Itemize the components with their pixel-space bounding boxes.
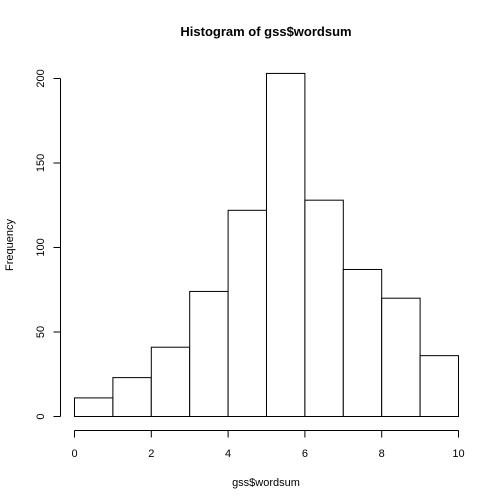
- histogram-bar-6: [304, 199, 344, 417]
- x-tick-label-5: 10: [452, 448, 464, 460]
- x-axis-label: gss$wordsum: [232, 477, 300, 489]
- chart-title: Histogram of gss$wordsum: [180, 24, 351, 39]
- y-axis-label: Frequency: [4, 219, 16, 271]
- histogram-bar-0: [74, 397, 114, 418]
- histogram-bar-5: [266, 72, 306, 418]
- histogram-bar-8: [381, 297, 421, 418]
- y-tick-label-2: 100: [35, 238, 47, 256]
- y-tick-label-1: 50: [35, 326, 47, 338]
- x-tick-label-1: 2: [148, 448, 154, 460]
- y-tick-label-4: 200: [35, 69, 47, 87]
- y-axis: 0 50 100 150 200: [35, 69, 61, 420]
- x-axis: 0 2 4 6 8 10: [71, 430, 465, 460]
- bars-group: [74, 72, 460, 418]
- x-tick-label-4: 8: [379, 448, 385, 460]
- x-tick-label-0: 0: [71, 448, 77, 460]
- histogram-bar-4: [227, 209, 268, 417]
- y-tick-label-3: 150: [35, 154, 47, 172]
- histogram-bar-2: [150, 346, 191, 417]
- y-tick-label-0: 0: [35, 413, 47, 419]
- histogram-bar-9: [419, 355, 460, 418]
- histogram-bar-7: [342, 268, 383, 417]
- histogram-bar-1: [112, 377, 152, 418]
- histogram-bar-3: [189, 290, 229, 417]
- x-tick-label-3: 6: [302, 448, 308, 460]
- x-tick-label-2: 4: [225, 448, 231, 460]
